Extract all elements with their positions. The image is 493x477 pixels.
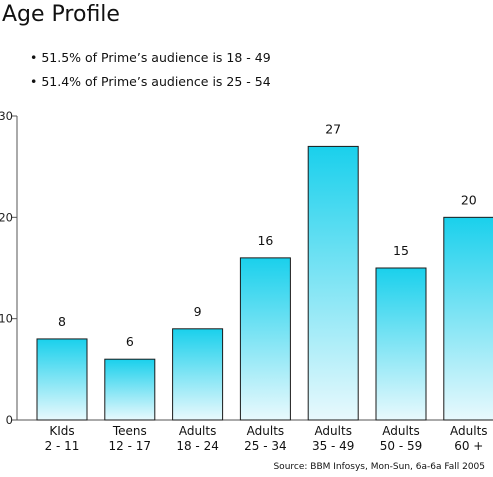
bars [36,145,493,421]
bar [375,267,427,421]
bar [104,358,156,421]
bar [239,257,291,421]
y-tick-label: 0 [6,413,13,427]
bar [443,216,493,421]
data-label: 8 [58,314,66,329]
bar [172,328,224,421]
x-tick-label: Adults [450,424,488,438]
x-tick-label: 25 - 34 [244,439,287,453]
x-tick-label: Adults [247,424,285,438]
x-tick-label: KIds [49,424,74,438]
x-tick-label: Adults [382,424,420,438]
chart-title: Age Profile [2,2,120,27]
source-note: Source: BBM Infosys, Mon-Sun, 6a-6a Fall… [273,462,485,472]
y-tick-label: 30 [0,109,13,123]
x-tick-label: 35 - 49 [312,439,355,453]
data-label: 27 [325,121,341,136]
x-tick-label: 2 - 11 [45,439,80,453]
data-label: 6 [126,334,134,349]
bullet-1: • 51.5% of Prime’s audience is 18 - 49 [30,50,271,65]
bullet-2: • 51.4% of Prime’s audience is 25 - 54 [30,74,271,89]
data-label: 15 [393,243,409,258]
data-label: 20 [461,192,477,207]
bar [36,338,88,421]
x-tick-label: 18 - 24 [176,439,219,453]
data-label: 9 [194,304,202,319]
x-tick-label: 50 - 59 [380,439,423,453]
x-tick-label: 60 + [454,439,483,453]
y-tick-label: 10 [0,312,13,326]
x-tick-label: Adults [179,424,217,438]
y-tick-label: 20 [0,210,13,224]
x-tick-label: Teens [112,424,147,438]
data-label: 16 [257,233,273,248]
x-tick-label: Adults [314,424,352,438]
x-tick-label: 12 - 17 [109,439,152,453]
bar [307,145,359,421]
